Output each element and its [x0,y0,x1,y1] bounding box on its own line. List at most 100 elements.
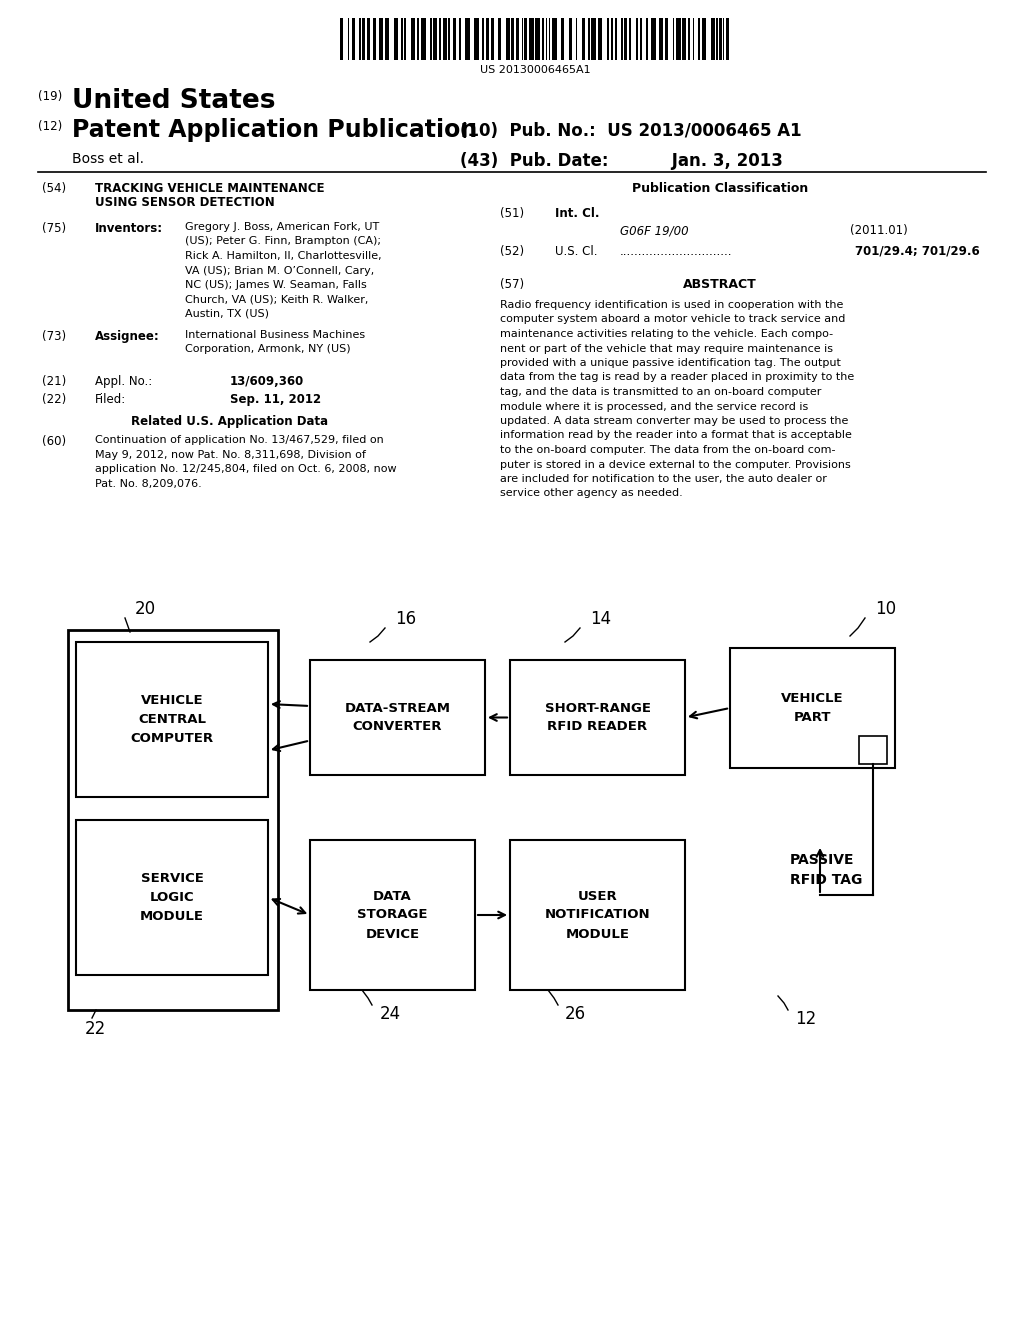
Text: service other agency as needed.: service other agency as needed. [500,488,683,499]
Bar [529,18,534,59]
Bar [646,18,648,59]
Text: Rick A. Hamilton, II, Charlottesville,: Rick A. Hamilton, II, Charlottesville, [185,251,382,261]
Bar [673,18,674,59]
Text: ABSTRACT: ABSTRACT [683,279,757,290]
Bar [439,18,441,59]
Bar [511,18,514,59]
Text: Patent Application Publication: Patent Application Publication [72,117,477,143]
Text: USING SENSOR DETECTION: USING SENSOR DETECTION [95,195,274,209]
Bar [449,18,450,59]
Bar [442,18,447,59]
Text: (10)  Pub. No.:  US 2013/0006465 A1: (10) Pub. No.: US 2013/0006465 A1 [460,121,802,140]
Bar [490,18,494,59]
Bar [577,18,578,59]
Text: USER
NOTIFICATION
MODULE: USER NOTIFICATION MODULE [545,890,650,940]
Text: (75): (75) [42,222,67,235]
Bar [506,18,510,59]
Text: Austin, TX (US): Austin, TX (US) [185,309,269,319]
Text: (2011.01): (2011.01) [850,224,907,238]
Bar [542,18,544,59]
Bar [701,18,707,59]
Text: (21): (21) [42,375,67,388]
Text: to the on-board computer. The data from the on-board com-: to the on-board computer. The data from … [500,445,836,455]
Bar [625,18,628,59]
Text: (22): (22) [42,393,67,407]
Text: (54): (54) [42,182,67,195]
Bar [411,18,416,59]
Text: 10: 10 [874,601,896,618]
Bar [481,18,483,59]
Text: DATA
STORAGE
DEVICE: DATA STORAGE DEVICE [357,890,428,940]
Text: U.S. Cl.: U.S. Cl. [555,246,597,257]
Bar [561,18,564,59]
Bar [582,18,585,59]
Bar [418,18,420,59]
Bar [552,18,556,59]
Bar [499,18,501,59]
Bar [651,18,656,59]
Text: Appl. No.:: Appl. No.: [95,375,153,388]
Text: data from the tag is read by a reader placed in proximity to the: data from the tag is read by a reader pl… [500,372,854,383]
Text: (73): (73) [42,330,67,343]
Bar [340,18,343,59]
Bar [692,18,694,59]
Text: (52): (52) [500,246,524,257]
Bar [524,18,527,59]
Bar [310,840,475,990]
Text: Publication Classification: Publication Classification [632,182,808,195]
Text: 12: 12 [795,1010,816,1028]
Text: United States: United States [72,88,275,114]
Bar [723,18,725,59]
Bar [666,18,669,59]
Text: 13/609,360: 13/609,360 [230,375,304,388]
Text: information read by the reader into a format that is acceptable: information read by the reader into a fo… [500,430,852,441]
Bar [361,18,365,59]
Text: provided with a unique passive identification tag. The output: provided with a unique passive identific… [500,358,841,368]
Text: computer system aboard a motor vehicle to track service and: computer system aboard a motor vehicle t… [500,314,846,325]
Text: Boss et al.: Boss et al. [72,152,144,166]
Bar [726,18,729,59]
Text: 16: 16 [395,610,416,628]
Bar [630,18,632,59]
Bar [393,18,398,59]
Bar [347,18,349,59]
Bar [719,18,722,59]
Text: VEHICLE
CENTRAL
COMPUTER: VEHICLE CENTRAL COMPUTER [130,694,214,744]
Bar [401,18,403,59]
Bar [658,18,664,59]
Text: 14: 14 [590,610,611,628]
Bar [688,18,690,59]
Text: module where it is processed, and the service record is: module where it is processed, and the se… [500,401,808,412]
Text: Assignee:: Assignee: [95,330,160,343]
Text: (12): (12) [38,120,62,133]
Bar [614,18,616,59]
Text: (57): (57) [500,279,524,290]
Bar [404,18,407,59]
Bar [421,18,426,59]
Bar [698,18,700,59]
Bar [433,18,437,59]
Bar [385,18,389,59]
Text: Sep. 11, 2012: Sep. 11, 2012 [230,393,322,407]
Bar [610,18,612,59]
Text: 26: 26 [565,1005,586,1023]
Bar [546,18,547,59]
Bar [606,18,608,59]
Bar [859,737,887,764]
Text: (60): (60) [42,436,67,447]
Text: (43)  Pub. Date:           Jan. 3, 2013: (43) Pub. Date: Jan. 3, 2013 [460,152,783,170]
Text: Continuation of application No. 13/467,529, filed on: Continuation of application No. 13/467,5… [95,436,384,445]
Bar [682,18,686,59]
Bar [730,648,895,768]
Bar [474,18,478,59]
Text: (US); Peter G. Finn, Brampton (CA);: (US); Peter G. Finn, Brampton (CA); [185,236,381,247]
Bar [485,18,488,59]
Bar [676,18,681,59]
Text: nent or part of the vehicle that may require maintenance is: nent or part of the vehicle that may req… [500,343,833,354]
Text: Pat. No. 8,209,076.: Pat. No. 8,209,076. [95,479,202,488]
Bar [76,820,268,975]
Bar [636,18,638,59]
Text: G06F 19/00: G06F 19/00 [620,224,688,238]
Bar [549,18,550,59]
Bar [598,18,602,59]
